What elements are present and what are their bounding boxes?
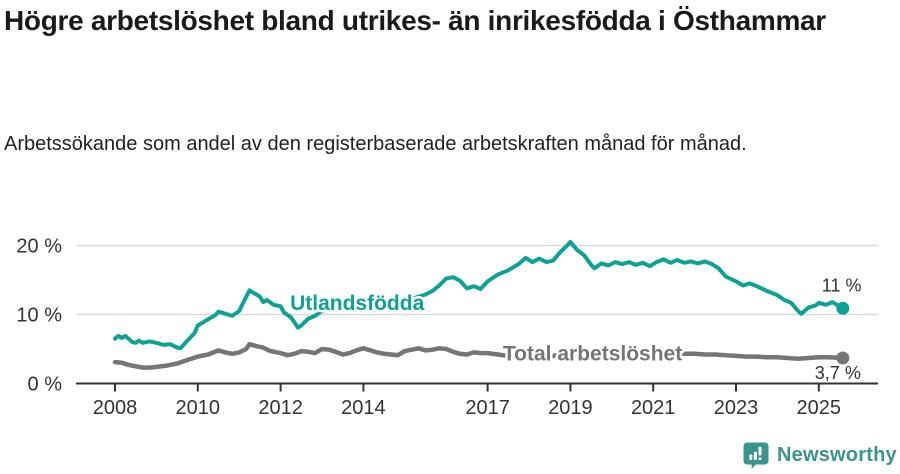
series-end-dot: [836, 301, 850, 315]
x-axis-tick-label: 2010: [176, 397, 221, 419]
y-axis-tick-label: 20 %: [16, 236, 62, 258]
y-axis-tick-label: 0 %: [28, 374, 63, 396]
brand-footer: Newsworthy: [742, 439, 897, 471]
series-line: [112, 341, 846, 370]
x-axis-tick-label: 2014: [341, 397, 386, 419]
series-line: [113, 240, 845, 351]
x-axis-tick-label: 2025: [797, 397, 842, 419]
x-axis-tick-label: 2017: [465, 397, 510, 419]
x-axis-tick-label: 2023: [714, 397, 759, 419]
x-axis-tick-label: 2008: [93, 397, 138, 419]
end-value-label: 3,7 %: [815, 363, 861, 383]
x-axis-tick-label: 2019: [548, 397, 593, 419]
y-axis-tick-label: 10 %: [16, 305, 62, 327]
chart-subtitle: Arbetssökande som andel av den registerb…: [4, 133, 747, 155]
series-name-label: Utlandsfödda: [290, 292, 424, 315]
chart-title: Högre arbetslöshet bland utrikes- än inr…: [4, 5, 826, 36]
series-end-dot: [836, 351, 850, 365]
end-value-label: 11 %: [822, 275, 862, 295]
x-axis-tick-label: 2021: [631, 397, 676, 419]
newsworthy-logo-icon: [743, 442, 769, 469]
series-name-label: Total arbetslöshet: [503, 342, 682, 365]
x-axis-tick-label: 2012: [258, 397, 303, 419]
brand-name: Newsworthy: [777, 443, 897, 466]
unemployment-line-chart: 0 % 10 % 20 % 2008 2010 2012 2014 2017 2019 2021 2…: [16, 236, 878, 419]
